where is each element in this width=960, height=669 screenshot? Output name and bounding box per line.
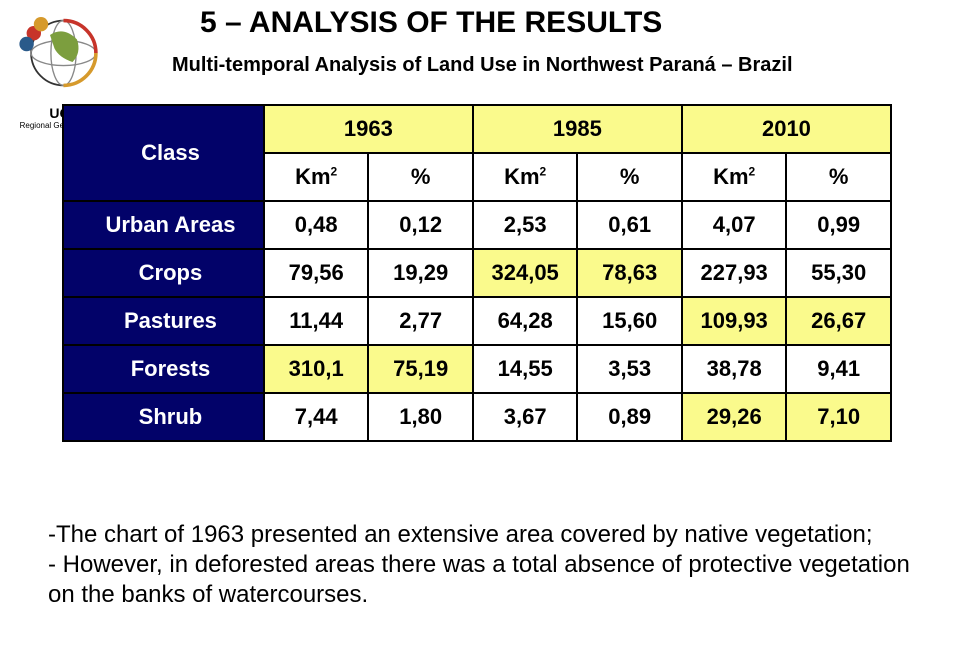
value-cell: 4,07 [682, 201, 787, 249]
value-cell: 78,63 [577, 249, 682, 297]
body-line-1: -The chart of 1963 presented an extensiv… [48, 521, 873, 548]
table-row: Urban Areas0,480,122,530,614,070,99 [63, 201, 891, 249]
body-text: -The chart of 1963 presented an extensiv… [48, 520, 918, 610]
value-cell: 109,93 [682, 297, 787, 345]
table-row: Shrub7,441,803,670,8929,267,10 [63, 393, 891, 441]
row-label: Shrub [63, 393, 264, 441]
value-cell: 19,29 [368, 249, 473, 297]
value-cell: 227,93 [682, 249, 787, 297]
value-cell: 0,89 [577, 393, 682, 441]
value-cell: 79,56 [264, 249, 369, 297]
value-cell: 29,26 [682, 393, 787, 441]
value-cell: 1,80 [368, 393, 473, 441]
page-subtitle: Multi-temporal Analysis of Land Use in N… [172, 54, 793, 77]
value-cell: 26,67 [786, 297, 891, 345]
value-cell: 3,53 [577, 345, 682, 393]
value-cell: 15,60 [577, 297, 682, 345]
row-label: Urban Areas [63, 201, 264, 249]
value-cell: 0,12 [368, 201, 473, 249]
value-cell: 9,41 [786, 345, 891, 393]
value-cell: 310,1 [264, 345, 369, 393]
table-row: Pastures11,442,7764,2815,60109,9326,67 [63, 297, 891, 345]
unit-pct: % [786, 153, 891, 201]
value-cell: 0,99 [786, 201, 891, 249]
col-year: 2010 [682, 105, 891, 153]
row-label: Crops [63, 249, 264, 297]
unit-km: Km2 [682, 153, 787, 201]
table-header-row: Class 1963 1985 2010 [63, 105, 891, 153]
unit-km: Km2 [264, 153, 369, 201]
table-row: Forests310,175,1914,553,5338,789,41 [63, 345, 891, 393]
value-cell: 0,48 [264, 201, 369, 249]
page-title: 5 – ANALYSIS OF THE RESULTS [200, 6, 662, 40]
value-cell: 324,05 [473, 249, 578, 297]
value-cell: 55,30 [786, 249, 891, 297]
value-cell: 75,19 [368, 345, 473, 393]
body-line-2: - However, in deforested areas there was… [48, 551, 910, 608]
unit-pct: % [368, 153, 473, 201]
value-cell: 14,55 [473, 345, 578, 393]
value-cell: 2,77 [368, 297, 473, 345]
unit-pct: % [577, 153, 682, 201]
row-label: Pastures [63, 297, 264, 345]
landuse-table: Class 1963 1985 2010 Km2 % Km2 % Km2 % U… [62, 104, 892, 442]
table-body: Urban Areas0,480,122,530,614,070,99Crops… [63, 201, 891, 441]
value-cell: 38,78 [682, 345, 787, 393]
unit-km: Km2 [473, 153, 578, 201]
row-label: Forests [63, 345, 264, 393]
col-year: 1963 [264, 105, 473, 153]
value-cell: 7,44 [264, 393, 369, 441]
value-cell: 3,67 [473, 393, 578, 441]
value-cell: 64,28 [473, 297, 578, 345]
value-cell: 11,44 [264, 297, 369, 345]
value-cell: 2,53 [473, 201, 578, 249]
col-year: 1985 [473, 105, 682, 153]
globe-icon [14, 8, 104, 98]
table-row: Crops79,5619,29324,0578,63227,9355,30 [63, 249, 891, 297]
value-cell: 0,61 [577, 201, 682, 249]
col-class: Class [63, 105, 264, 201]
value-cell: 7,10 [786, 393, 891, 441]
